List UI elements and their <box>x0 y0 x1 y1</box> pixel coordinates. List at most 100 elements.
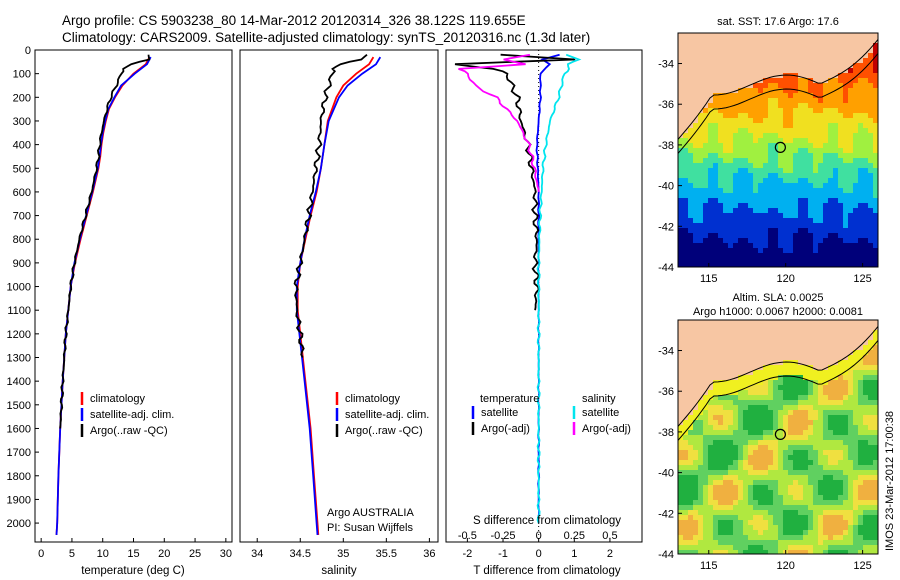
sla-cell <box>738 460 744 466</box>
sla-cell <box>858 530 864 536</box>
sst-cell <box>838 138 844 144</box>
sst-cell <box>763 108 769 114</box>
sla-cell <box>863 500 869 506</box>
sst-cell <box>728 238 734 244</box>
sla-cell <box>768 365 774 371</box>
sst-cell <box>873 38 878 44</box>
sla-cell <box>693 395 699 401</box>
sla-cell <box>743 455 749 461</box>
sst-cell <box>713 248 719 254</box>
sla-cell <box>873 440 878 446</box>
sst-cell <box>693 218 699 224</box>
sst-cell <box>813 73 819 79</box>
sst-cell <box>838 248 844 254</box>
sla-cell <box>748 420 754 426</box>
sst-cell <box>803 178 809 184</box>
x-tick-label: 34.5 <box>290 548 311 560</box>
sla-cell <box>843 435 849 441</box>
sla-cell <box>838 510 844 516</box>
sla-cell <box>718 450 724 456</box>
sla-cell <box>688 505 694 511</box>
sla-cell <box>683 350 689 356</box>
sla-cell <box>793 350 799 356</box>
legend-label-t-argo: Argo(-adj) <box>481 423 530 435</box>
sst-cell <box>823 263 829 267</box>
sla-cell <box>843 460 849 466</box>
sla-cell <box>683 320 689 326</box>
sla-cell <box>858 415 864 421</box>
sst-cell <box>783 138 789 144</box>
sla-cell <box>793 545 799 551</box>
sst-cell <box>838 43 844 49</box>
sla-cell <box>853 425 859 431</box>
sst-cell <box>728 138 734 144</box>
sla-cell <box>833 435 839 441</box>
sla-cell <box>868 450 874 456</box>
sst-cell <box>723 213 729 219</box>
sst-cell <box>728 208 734 214</box>
sla-cell <box>808 390 814 396</box>
sla-cell <box>868 485 874 491</box>
sst-cell <box>873 103 878 109</box>
sla-cell <box>708 490 714 496</box>
sla-cell <box>858 445 864 451</box>
sla-cell <box>713 390 719 396</box>
sla-cell <box>743 440 749 446</box>
sst-cell <box>778 123 784 129</box>
sla-cell <box>733 505 739 511</box>
sla-cell <box>743 380 749 386</box>
sla-cell <box>808 505 814 511</box>
legend-label-argo: Argo(..raw -QC) <box>345 425 423 437</box>
sst-cell <box>768 88 774 94</box>
sst-cell <box>798 233 804 239</box>
sst-cell <box>728 223 734 229</box>
sst-cell <box>778 258 784 264</box>
sst-cell <box>848 213 854 219</box>
sla-cell <box>713 435 719 441</box>
sla-cell <box>753 415 759 421</box>
sst-cell <box>788 233 794 239</box>
sst-cell <box>753 38 759 44</box>
sst-cell <box>733 113 739 119</box>
sst-cell <box>783 228 789 234</box>
sst-cell <box>868 158 874 164</box>
sst-cell <box>863 233 869 239</box>
sst-cell <box>678 203 684 209</box>
sst-cell <box>793 173 799 179</box>
sla-cell <box>708 395 714 401</box>
sst-cell <box>723 183 729 189</box>
sst-cell <box>863 33 869 39</box>
sla-cell <box>848 520 854 526</box>
sst-cell <box>683 113 689 119</box>
sst-cell <box>743 168 749 174</box>
sla-cell <box>778 440 784 446</box>
sst-cell <box>703 48 709 54</box>
sst-cell <box>703 68 709 74</box>
sla-cell <box>713 465 719 471</box>
sla-cell <box>733 500 739 506</box>
sla-cell <box>863 440 869 446</box>
sla-cell <box>763 360 769 366</box>
sla-cell <box>843 550 849 554</box>
sla-cell <box>738 345 744 351</box>
sla-cell <box>868 520 874 526</box>
sla-cell <box>788 320 794 326</box>
sla-cell <box>728 535 734 541</box>
sla-cell <box>758 520 764 526</box>
sst-cell <box>678 58 684 64</box>
sla-cell <box>803 345 809 351</box>
sst-cell <box>723 68 729 74</box>
map-y-tick-label: -38 <box>658 427 674 439</box>
sst-cell <box>703 58 709 64</box>
sla-cell <box>713 485 719 491</box>
sla-cell <box>853 490 859 496</box>
sla-cell <box>738 340 744 346</box>
sla-cell <box>743 480 749 486</box>
sla-cell <box>723 505 729 511</box>
sst-cell <box>823 218 829 224</box>
sla-cell <box>828 505 834 511</box>
sla-cell <box>688 500 694 506</box>
sla-cell <box>683 425 689 431</box>
sla-cell <box>828 360 834 366</box>
sst-cell <box>758 228 764 234</box>
